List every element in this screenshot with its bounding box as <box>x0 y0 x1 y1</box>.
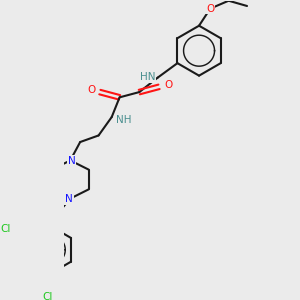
Text: O: O <box>87 85 95 95</box>
Text: Cl: Cl <box>1 224 11 234</box>
Text: NH: NH <box>116 115 131 125</box>
Text: N: N <box>65 194 73 204</box>
Text: O: O <box>206 4 214 14</box>
Text: HN: HN <box>140 72 155 82</box>
Text: O: O <box>164 80 172 90</box>
Text: Cl: Cl <box>42 292 52 300</box>
Text: N: N <box>68 156 76 166</box>
